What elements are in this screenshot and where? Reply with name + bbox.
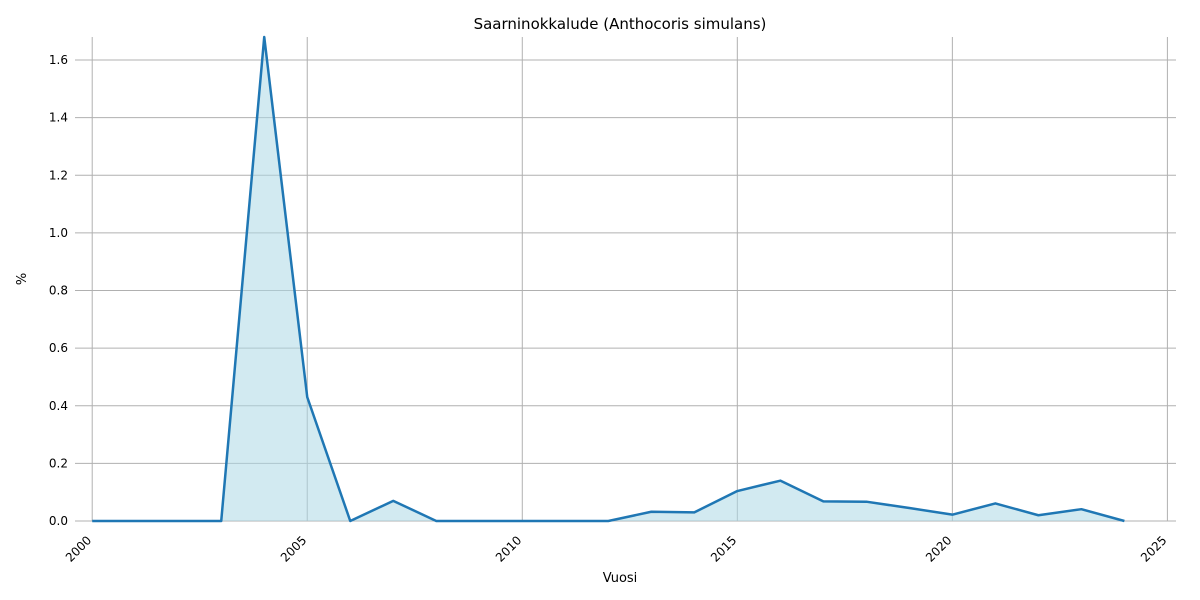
chart-area bbox=[92, 35, 1125, 523]
y-tick-label: 0.6 bbox=[49, 341, 68, 355]
series-line bbox=[92, 35, 1125, 523]
x-tick-label: 2010 bbox=[493, 533, 524, 564]
y-tick-label: 0.2 bbox=[49, 456, 68, 470]
x-tick-label: 2020 bbox=[923, 533, 954, 564]
x-tick-label: 2015 bbox=[708, 533, 739, 564]
y-tick-label: 1.0 bbox=[49, 226, 68, 240]
x-tick-label: 2000 bbox=[63, 533, 94, 564]
x-tick-label: 2005 bbox=[278, 533, 309, 564]
series-area-fill bbox=[92, 37, 1125, 521]
y-axis: 0.0 0.2 0.4 0.6 0.8 1.0 1.2 1.4 1.6 bbox=[49, 53, 68, 528]
x-axis: 2000 2005 2010 2015 2020 2025 bbox=[63, 533, 1170, 564]
x-tick-label: 2025 bbox=[1138, 533, 1169, 564]
y-tick-label: 0.4 bbox=[49, 399, 68, 413]
y-tick-label: 1.2 bbox=[49, 168, 68, 182]
y-tick-label: 0.0 bbox=[49, 514, 68, 528]
y-tick-label: 0.8 bbox=[49, 284, 68, 298]
y-axis-label: % bbox=[15, 273, 30, 285]
chart-title: Saarninokkalude (Anthocoris simulans) bbox=[474, 15, 767, 33]
x-axis-label: Vuosi bbox=[603, 571, 638, 586]
y-tick-label: 1.6 bbox=[49, 53, 68, 67]
y-tick-label: 1.4 bbox=[49, 111, 68, 125]
